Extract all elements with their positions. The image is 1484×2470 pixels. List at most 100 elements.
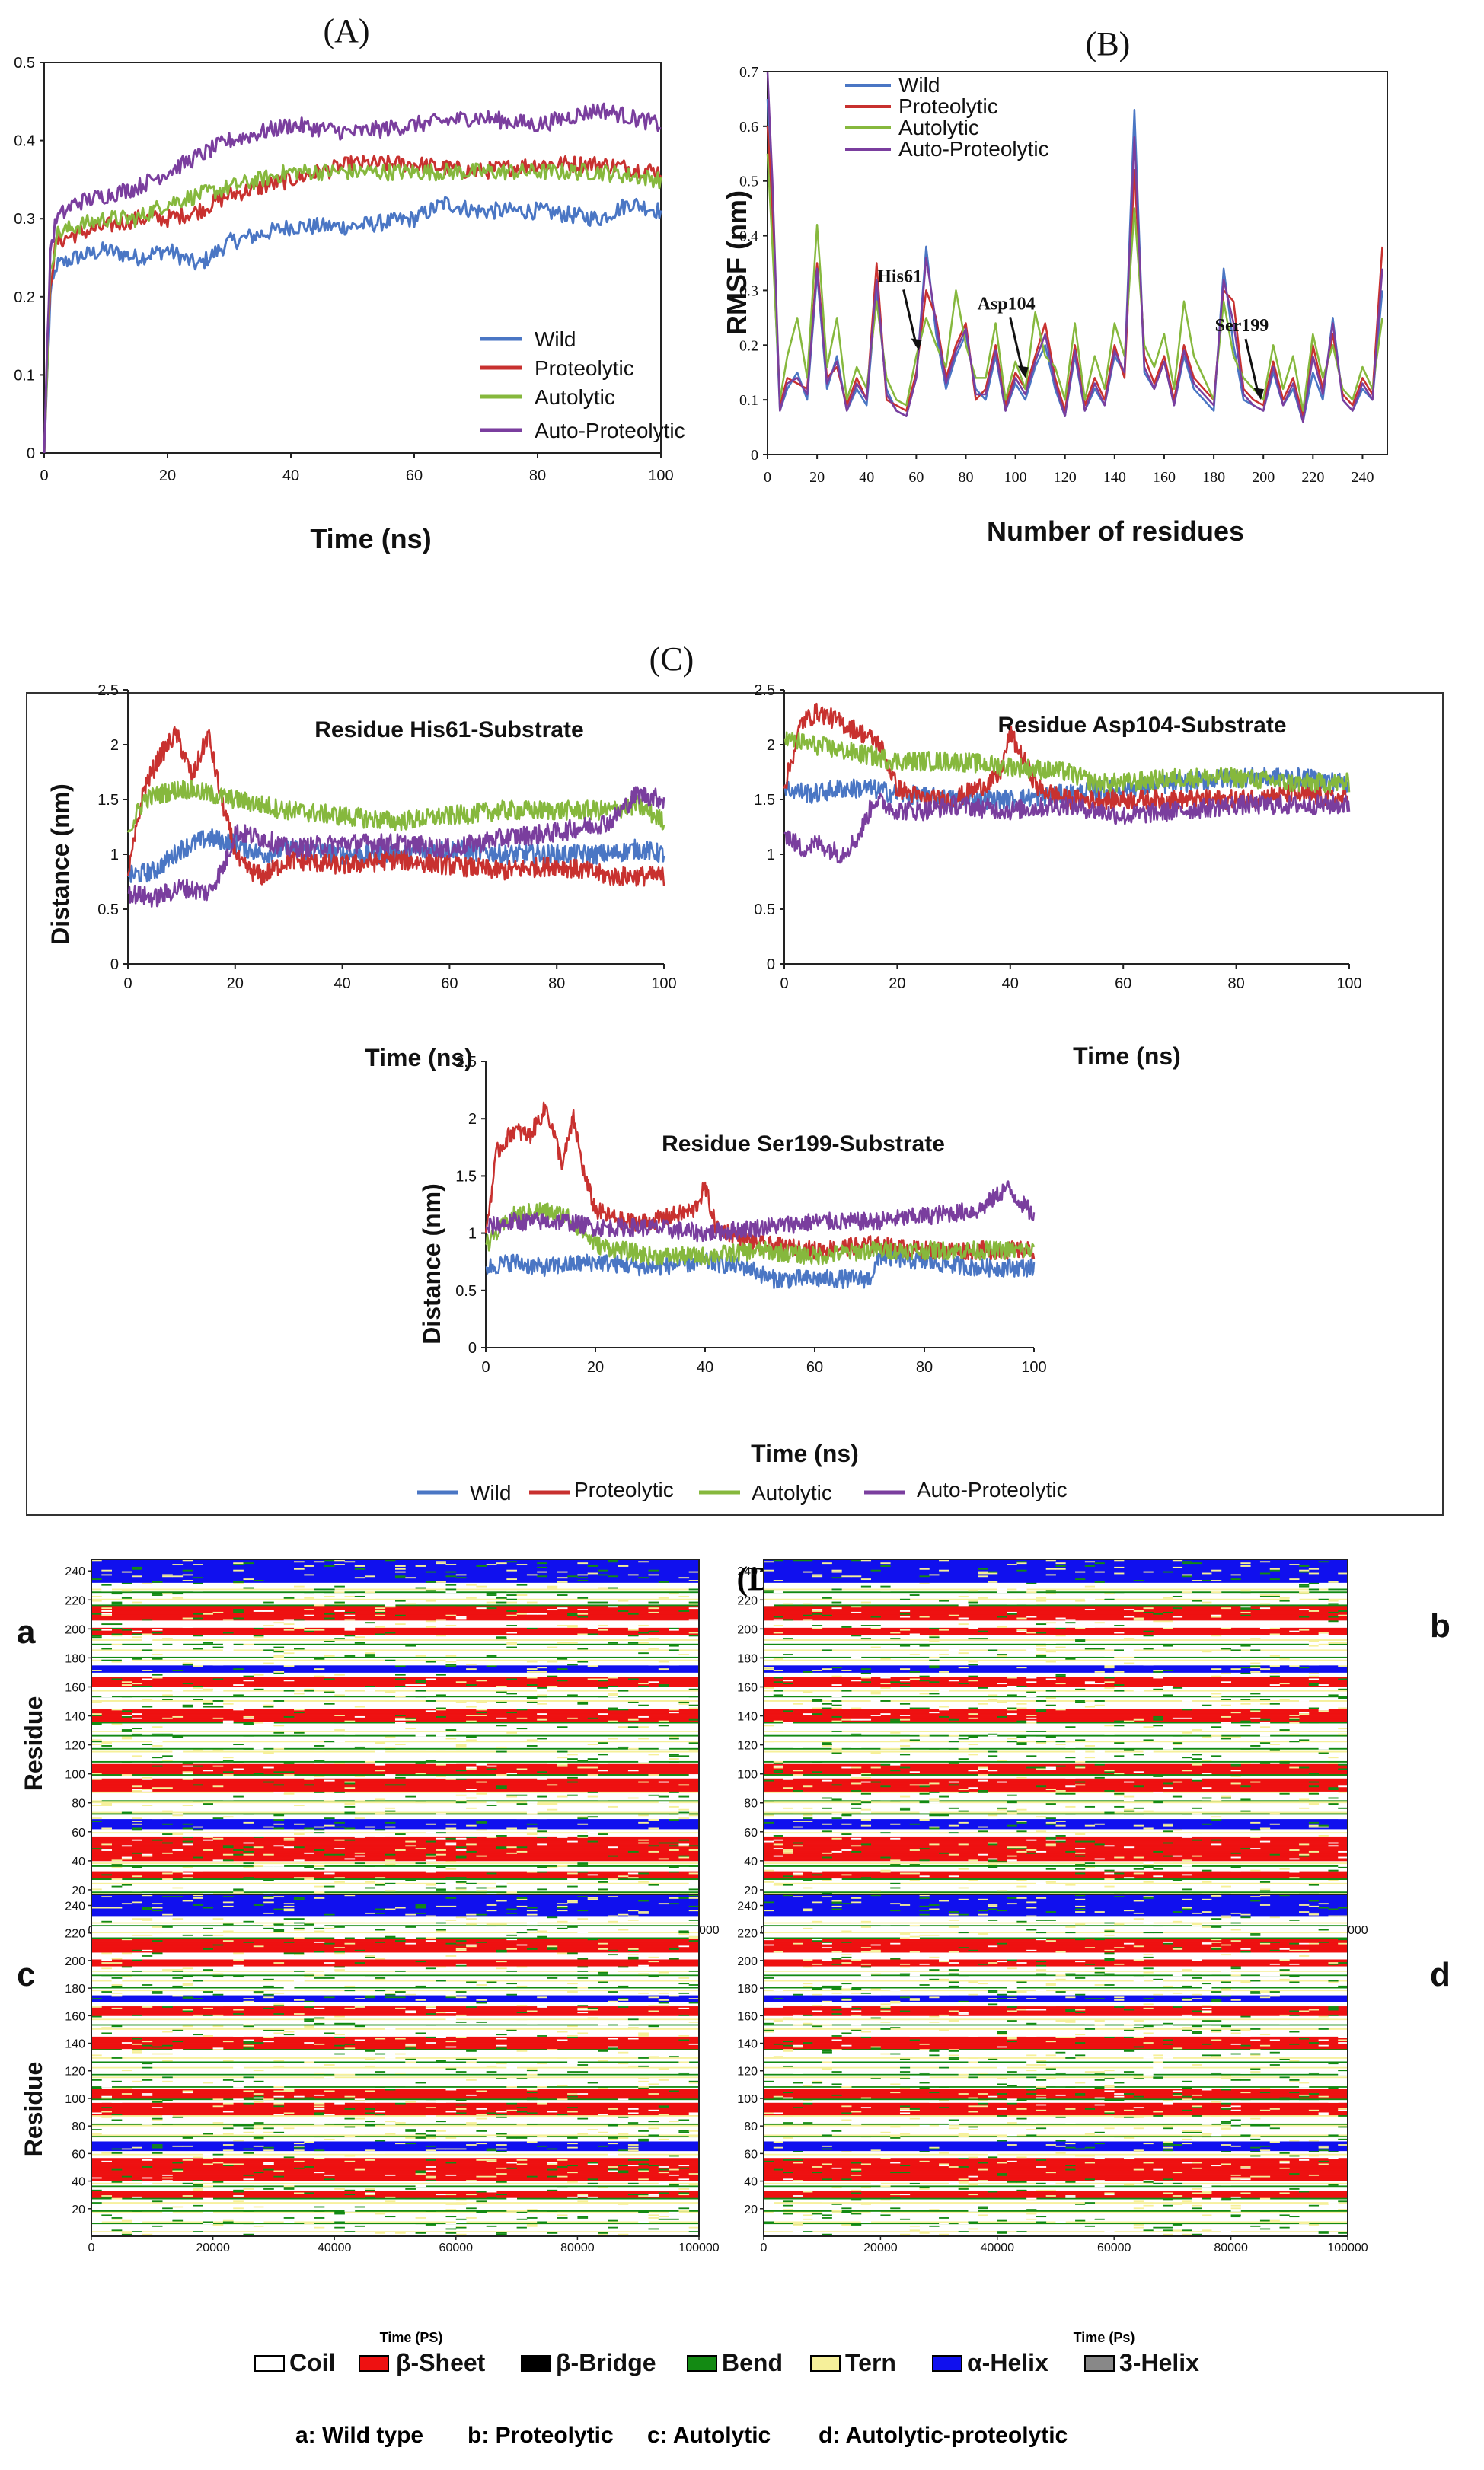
x-tick-label: 200 xyxy=(1252,469,1275,486)
y-tick-label: 40 xyxy=(744,1856,758,1868)
series-line-wild xyxy=(44,197,661,453)
y-tick-label: 60 xyxy=(744,1827,758,1840)
x-tick-label: 80 xyxy=(958,469,973,486)
legend-label-proteolytic: Proteolytic xyxy=(574,1478,674,1501)
x-tick-label: 20 xyxy=(227,975,244,992)
x-tick-label: 80 xyxy=(529,468,546,484)
y-tick-label: 140 xyxy=(737,1711,758,1724)
series-line-auto-proteolytic xyxy=(784,793,1349,863)
panel-b-series xyxy=(768,72,1383,422)
x-tick-label: 0 xyxy=(481,1359,490,1376)
legend-label-auto-proteolytic: Auto-Proteolytic xyxy=(917,1478,1068,1501)
panel-c3-series xyxy=(486,1103,1034,1288)
y-tick-label: 0.2 xyxy=(14,289,35,306)
y-tick-label: 200 xyxy=(65,1623,85,1636)
x-tick-label: 20 xyxy=(889,975,905,992)
x-tick-label: 160 xyxy=(1153,469,1176,486)
legend-label-autolytic: Autolytic xyxy=(752,1481,832,1505)
x-tick-label: 60 xyxy=(406,468,423,484)
y-tick-label: 200 xyxy=(737,1623,758,1636)
panel-c1-ylabel: Distance (nm) xyxy=(46,783,74,945)
y-tick-label: 60 xyxy=(72,1827,85,1840)
y-tick-label: 0.4 xyxy=(14,133,35,150)
x-tick-label: 80 xyxy=(1227,975,1244,992)
y-tick-label: 2.5 xyxy=(97,682,119,699)
panel-c-frame xyxy=(27,693,1443,1515)
x-tick-label: 0 xyxy=(40,468,48,484)
dssp-plot-b: 0200004000060000800001000002040608010012… xyxy=(737,1559,1368,1937)
panel-c2-title: Residue Asp104-Substrate xyxy=(997,713,1286,738)
panel-dc-ylabel: Residue xyxy=(20,2062,47,2156)
y-tick-label: 0.5 xyxy=(739,174,758,190)
legend-label-auto-proteolytic: Auto-Proteolytic xyxy=(898,137,1049,161)
panel-a-xlabel: Time (ns) xyxy=(310,523,431,554)
annotation-label: Asp104 xyxy=(978,294,1036,314)
y-tick-label: 0 xyxy=(27,445,35,462)
panel-c-legend: Wild Proteolytic Autolytic Auto-Proteoly… xyxy=(417,1478,1068,1505)
x-tick-label: 60 xyxy=(806,1359,823,1376)
legend-label-proteolytic: Proteolytic xyxy=(898,94,998,118)
legend-label-wild: Wild xyxy=(535,327,576,351)
annotation-arrowhead xyxy=(911,338,922,350)
panel-b-legend: Wild Proteolytic Autolytic Auto-Proteoly… xyxy=(845,73,1049,161)
legend-label-auto-proteolytic: Auto-Proteolytic xyxy=(535,419,685,442)
x-tick-label: 40 xyxy=(334,975,350,992)
x-tick-label: 220 xyxy=(1301,469,1324,486)
x-tick-label: 20 xyxy=(809,469,825,486)
x-tick-label: 40 xyxy=(1002,975,1019,992)
legend-label-wild: Wild xyxy=(470,1481,511,1505)
y-tick-label: 180 xyxy=(737,1652,758,1665)
x-tick-label: 20 xyxy=(587,1359,604,1376)
y-tick-label: 2.5 xyxy=(455,1054,477,1071)
x-tick-label: 140 xyxy=(1103,469,1126,486)
panel-b-label: (B) xyxy=(1086,25,1131,62)
legend-label-proteolytic: Proteolytic xyxy=(535,356,634,380)
series-line-autolytic xyxy=(768,154,1383,411)
y-tick-label: 80 xyxy=(72,1798,85,1811)
x-tick-label: 120 xyxy=(1054,469,1077,486)
y-tick-label: 2.5 xyxy=(754,682,775,699)
y-tick-label: 160 xyxy=(737,1681,758,1694)
y-tick-label: 20 xyxy=(72,1884,85,1897)
x-tick-label: 40 xyxy=(697,1359,713,1376)
x-tick-label: 100 xyxy=(651,975,676,992)
y-tick-label: 0.5 xyxy=(97,902,119,918)
x-tick-label: 60 xyxy=(908,469,924,486)
x-tick-label: 40 xyxy=(282,468,299,484)
y-tick-label: 100 xyxy=(65,1769,85,1782)
panel-c1-title: Residue His61-Substrate xyxy=(314,717,583,742)
y-tick-label: 0.5 xyxy=(455,1283,477,1300)
panel-b-ylabel: RMSF (nm) xyxy=(721,190,752,335)
y-tick-label: 0.2 xyxy=(739,337,758,354)
y-tick-label: 80 xyxy=(744,1798,758,1811)
subpanel-c-label: c xyxy=(17,1956,35,1993)
y-tick-label: 2 xyxy=(468,1111,477,1128)
x-tick-label: 20 xyxy=(159,468,176,484)
y-tick-label: 0 xyxy=(751,447,758,464)
y-tick-label: 0.6 xyxy=(739,119,758,136)
x-tick-label: 80 xyxy=(548,975,565,992)
y-tick-label: 0.7 xyxy=(739,64,758,81)
y-tick-label: 1.5 xyxy=(754,792,775,809)
y-tick-label: 1.5 xyxy=(97,792,119,809)
y-tick-label: 2 xyxy=(767,737,775,754)
x-tick-label: 100 xyxy=(648,468,673,484)
x-tick-label: 180 xyxy=(1202,469,1225,486)
y-tick-label: 40 xyxy=(72,1856,85,1868)
panel-a-label: (A) xyxy=(323,12,369,49)
x-tick-label: 60 xyxy=(441,975,458,992)
x-tick-label: 100 xyxy=(1021,1359,1046,1376)
x-tick-label: 0 xyxy=(780,975,788,992)
dssp-plot-a: 0200004000060000800001000002040608010012… xyxy=(65,1559,720,1937)
y-tick-label: 220 xyxy=(65,1594,85,1607)
legend-label-autolytic: Autolytic xyxy=(898,116,979,139)
panel-c-label: (C) xyxy=(649,640,694,678)
y-tick-label: 0 xyxy=(767,956,775,973)
annotation-label: Ser199 xyxy=(1215,316,1269,336)
x-tick-label: 0 xyxy=(123,975,132,992)
panel-c3-xlabel: Time (ns) xyxy=(751,1440,859,1467)
